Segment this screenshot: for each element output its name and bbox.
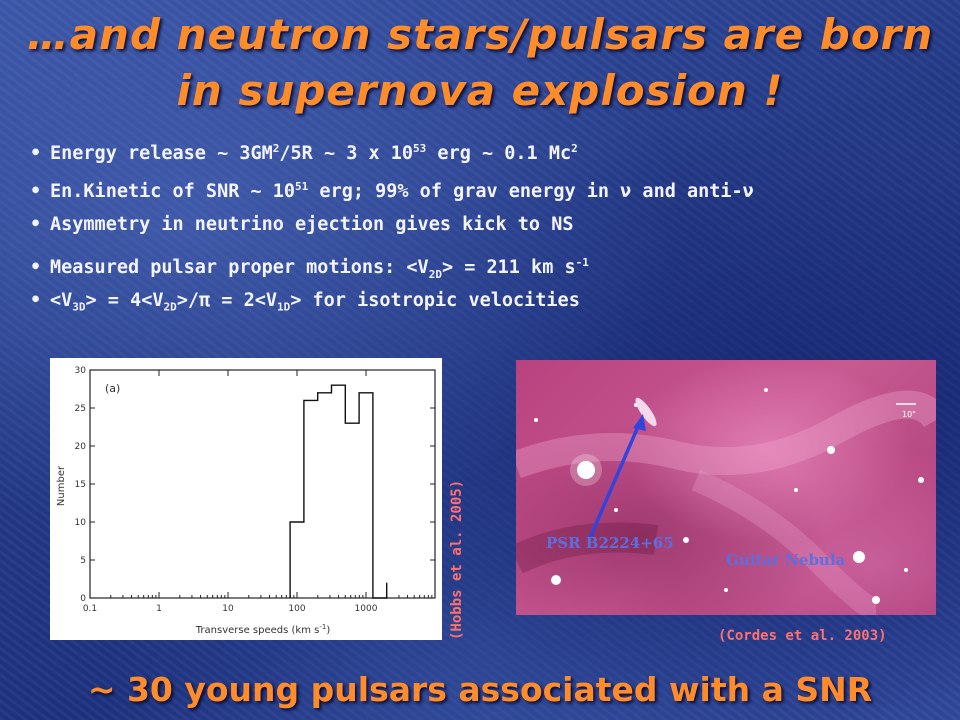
y-tick-label: 25 xyxy=(75,404,86,414)
star xyxy=(764,388,768,392)
bullet-energy-release: • Energy release ~ 3GM2/5R ~ 3 x 1053 erg… xyxy=(30,136,950,174)
bullet-asymmetry: • Asymmetry in neutrino ejection gives ki… xyxy=(30,212,950,250)
star xyxy=(683,537,689,543)
x-tick-label: 0.1 xyxy=(83,604,97,614)
bullet-marker: • xyxy=(30,181,42,203)
x-tick-label: 100 xyxy=(288,604,305,614)
nebula-filament xyxy=(516,390,936,479)
guitar-nebula-image: 10" PSR B2224+65 Guitar Nebula xyxy=(516,360,936,615)
star xyxy=(614,508,618,512)
star xyxy=(827,446,835,454)
y-tick-label: 0 xyxy=(80,594,86,604)
x-tick-label: 10 xyxy=(222,604,234,614)
star xyxy=(551,575,561,585)
pulsar-arrow xyxy=(588,421,642,539)
y-tick-label: 30 xyxy=(75,366,87,376)
nebula-dark-lane xyxy=(516,522,658,574)
star xyxy=(534,418,538,422)
slide-title-line-1: …and neutron stars/pulsars are born xyxy=(26,10,934,59)
histogram-step-outline xyxy=(289,384,388,599)
y-tick-label: 5 xyxy=(80,556,86,566)
pulsar-label: PSR B2224+65 xyxy=(546,534,674,552)
scale-label: 10" xyxy=(902,410,916,419)
histogram-bin xyxy=(304,400,318,598)
bullet-list: • Energy release ~ 3GM2/5R ~ 3 x 1053 erg… xyxy=(30,136,950,326)
y-tick-label: 20 xyxy=(75,442,87,452)
y-tick-label: 10 xyxy=(75,518,87,528)
histogram-svg: 0 5 10 15 20 25 30 0.1 1 10 100 1000 (a) Number Tr… xyxy=(56,366,436,636)
cordes-citation: (Cordes et al. 2003) xyxy=(718,628,887,644)
slide-title-line-2: in supernova explosion ! xyxy=(176,66,784,115)
histogram-bin xyxy=(318,393,332,598)
star xyxy=(724,588,728,592)
star-glow xyxy=(570,454,602,486)
bullet-proper-motions: • Measured pulsar proper motions: <V2D> =… xyxy=(30,256,589,281)
nebula-filament xyxy=(691,469,879,615)
x-tick-label: 1000 xyxy=(355,604,378,614)
pulsar-arrow-head xyxy=(633,414,646,431)
histogram-x-axis-label: Transverse speeds (km s-1) xyxy=(195,623,331,636)
histogram-frame xyxy=(89,369,436,599)
star xyxy=(918,477,924,483)
star xyxy=(872,596,880,604)
bullet-marker: • xyxy=(30,257,42,279)
histogram-panel-label: (a) xyxy=(105,382,120,395)
histogram-bin xyxy=(331,385,345,598)
bright-star xyxy=(853,551,865,563)
histogram-bin xyxy=(359,393,373,598)
histogram-bin xyxy=(290,522,304,598)
star xyxy=(904,568,908,572)
bullet-marker: • xyxy=(30,214,42,235)
histogram-y-axis-label: Number xyxy=(56,465,67,506)
guitar-nebula-head xyxy=(635,397,657,427)
star xyxy=(794,488,798,492)
nebula-label: Guitar Nebula xyxy=(726,551,846,569)
bullet-kinetic-energy: • En.Kinetic of SNR ~ 1051 erg; 99% of gr… xyxy=(30,174,950,212)
histogram-bin xyxy=(345,423,359,598)
bright-star xyxy=(577,461,595,479)
bottom-statement: ~ 30 young pulsars associated with a SNR xyxy=(87,670,873,709)
bullet-marker: • xyxy=(30,143,42,165)
bullet-marker: • xyxy=(30,290,42,311)
bullet-isotropic-velocities: • <V3D> = 4<V2D>/π = 2<V1D> for isotropic… xyxy=(30,290,580,314)
x-tick-label: 1 xyxy=(156,604,162,614)
velocity-histogram: 0 5 10 15 20 25 30 0.1 1 10 100 1000 (a) Number Tr… xyxy=(50,358,442,640)
nebula-svg: 10" PSR B2224+65 Guitar Nebula xyxy=(516,388,936,615)
y-tick-label: 15 xyxy=(75,480,86,490)
hobbs-citation: (Hobbs et al. 2005) xyxy=(449,479,465,640)
